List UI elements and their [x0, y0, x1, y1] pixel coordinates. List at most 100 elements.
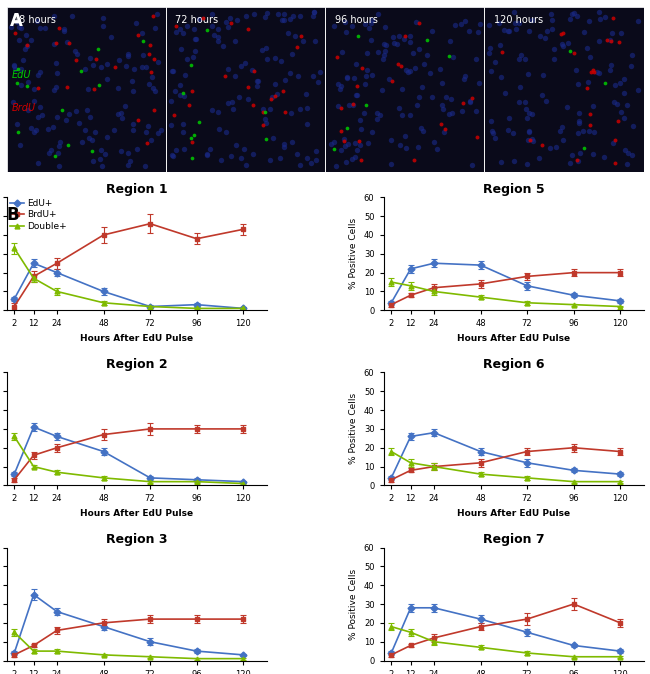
Point	[496, 71, 506, 82]
Point	[188, 52, 198, 63]
Title: Region 1: Region 1	[106, 183, 167, 196]
Point	[76, 66, 86, 77]
Point	[12, 78, 23, 89]
Point	[9, 59, 20, 70]
Point	[522, 112, 532, 123]
Point	[588, 148, 599, 159]
Point	[594, 36, 604, 47]
Point	[243, 82, 254, 93]
Point	[393, 31, 404, 42]
Point	[209, 30, 219, 40]
Point	[16, 22, 26, 33]
Point	[357, 63, 367, 73]
Point	[194, 117, 204, 128]
Point	[359, 108, 370, 119]
Point	[181, 21, 192, 32]
Point	[448, 52, 458, 63]
Point	[413, 142, 423, 153]
Point	[524, 107, 534, 118]
Point	[114, 54, 124, 65]
Point	[367, 126, 377, 137]
Point	[361, 71, 371, 82]
Point	[603, 34, 613, 45]
Point	[366, 18, 376, 29]
Point	[26, 123, 36, 133]
Point	[549, 44, 559, 55]
Point	[395, 140, 406, 151]
Point	[341, 122, 352, 133]
Point	[463, 26, 474, 36]
Point	[514, 53, 525, 64]
Point	[588, 100, 598, 111]
Point	[22, 40, 32, 51]
Point	[486, 115, 497, 126]
Point	[239, 57, 250, 68]
Point	[223, 22, 233, 32]
Point	[582, 42, 592, 53]
Point	[536, 140, 547, 150]
Point	[495, 40, 505, 51]
Point	[223, 97, 233, 108]
Point	[213, 32, 223, 42]
Title: Region 6: Region 6	[483, 359, 544, 371]
Text: 72 hours: 72 hours	[176, 15, 218, 25]
Point	[569, 7, 579, 18]
Point	[142, 137, 152, 148]
Point	[409, 154, 419, 165]
Point	[341, 26, 351, 37]
Point	[213, 107, 223, 118]
Point	[266, 92, 277, 102]
Point	[171, 20, 181, 31]
Point	[261, 117, 271, 128]
Point	[520, 97, 530, 108]
Point	[12, 119, 22, 129]
Point	[37, 109, 47, 120]
Point	[101, 131, 112, 142]
Point	[309, 7, 319, 18]
Point	[465, 96, 476, 107]
Point	[600, 11, 610, 22]
Point	[257, 106, 268, 117]
Point	[391, 38, 402, 49]
Point	[125, 156, 135, 167]
Point	[361, 65, 372, 75]
Point	[234, 91, 244, 102]
Point	[178, 88, 188, 98]
Point	[364, 23, 374, 34]
Point	[116, 113, 127, 123]
Point	[422, 50, 432, 61]
Point	[555, 126, 566, 137]
Point	[49, 38, 59, 49]
Point	[490, 133, 501, 144]
Point	[230, 71, 240, 82]
Point	[534, 30, 545, 41]
Point	[508, 7, 519, 18]
Point	[414, 43, 424, 54]
Point	[583, 76, 593, 87]
Point	[225, 12, 235, 23]
Point	[509, 155, 519, 166]
Point	[349, 72, 359, 83]
Point	[122, 49, 133, 60]
Point	[232, 15, 242, 26]
Point	[329, 144, 339, 154]
Point	[138, 49, 148, 60]
Point	[243, 24, 254, 34]
Point	[422, 35, 432, 46]
Point	[207, 9, 217, 20]
Point	[248, 100, 258, 111]
Point	[331, 161, 341, 172]
Point	[514, 96, 524, 107]
Point	[59, 24, 70, 34]
Point	[13, 63, 23, 74]
Point	[352, 90, 362, 100]
Point	[131, 18, 142, 29]
Point	[166, 96, 176, 106]
Point	[90, 127, 101, 137]
Point	[417, 126, 428, 137]
Point	[614, 36, 625, 47]
Point	[32, 16, 43, 26]
Point	[557, 121, 567, 132]
Text: B: B	[6, 206, 19, 224]
Point	[177, 126, 188, 137]
